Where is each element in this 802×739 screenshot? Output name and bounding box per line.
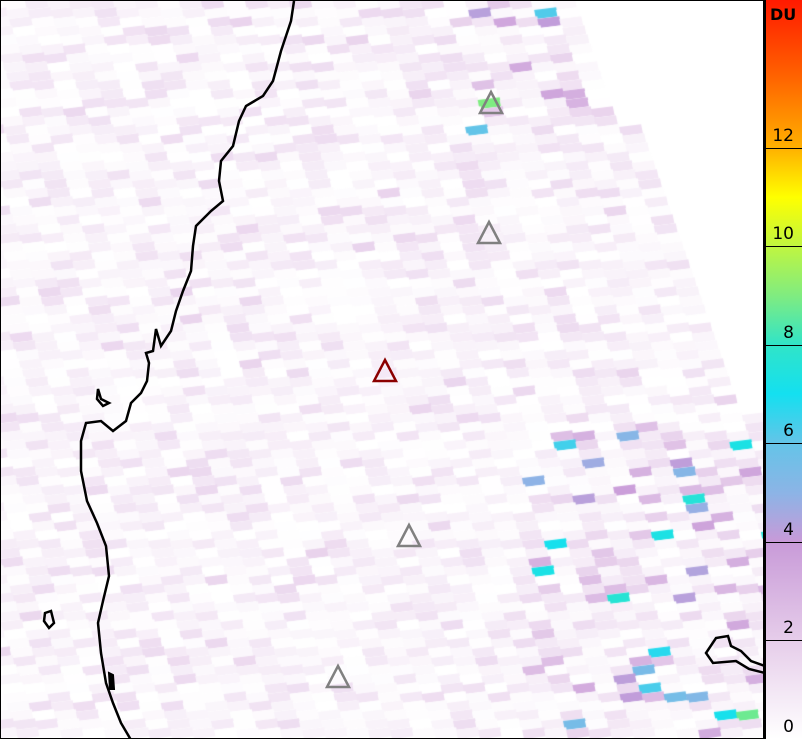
- volcano-triangle-icon: [395, 522, 423, 548]
- colorbar-tick-label: 0: [783, 717, 794, 737]
- island: [95, 388, 112, 408]
- colorbar-tick-label: 6: [783, 421, 794, 442]
- lake-shore: [704, 634, 763, 674]
- volcano-triangle-icon: [475, 219, 503, 245]
- map-panel: [0, 0, 764, 739]
- colorbar-tick: [766, 147, 802, 149]
- colorbar-tick-label: 4: [783, 519, 794, 540]
- colorbar-tick-label: 12: [772, 125, 794, 146]
- volcano-triangle-icon: [324, 663, 352, 689]
- colorbar-tick-label: 2: [783, 618, 794, 639]
- colorbar-tick: [766, 541, 802, 543]
- volcano-triangle-icon: [477, 89, 505, 115]
- colorbar-tick: [766, 640, 802, 642]
- colorbar-unit-label: DU: [770, 5, 797, 24]
- colorbar-tick-label: 10: [772, 224, 794, 245]
- colorbar-tick: [766, 443, 802, 445]
- colorbar-tick: [766, 246, 802, 248]
- colorbar-tick-label: 8: [783, 322, 794, 343]
- overlay-layer: [42, 1, 763, 738]
- so2-pixel-layer: [1, 1, 763, 738]
- colorbar: DU 0 2 4 6 8 10 12: [764, 0, 802, 739]
- target-volcano-triangle-icon: [371, 357, 399, 383]
- island: [107, 671, 116, 690]
- island: [42, 609, 56, 630]
- coastline: [79, 1, 296, 738]
- colorbar-tick: [766, 344, 802, 346]
